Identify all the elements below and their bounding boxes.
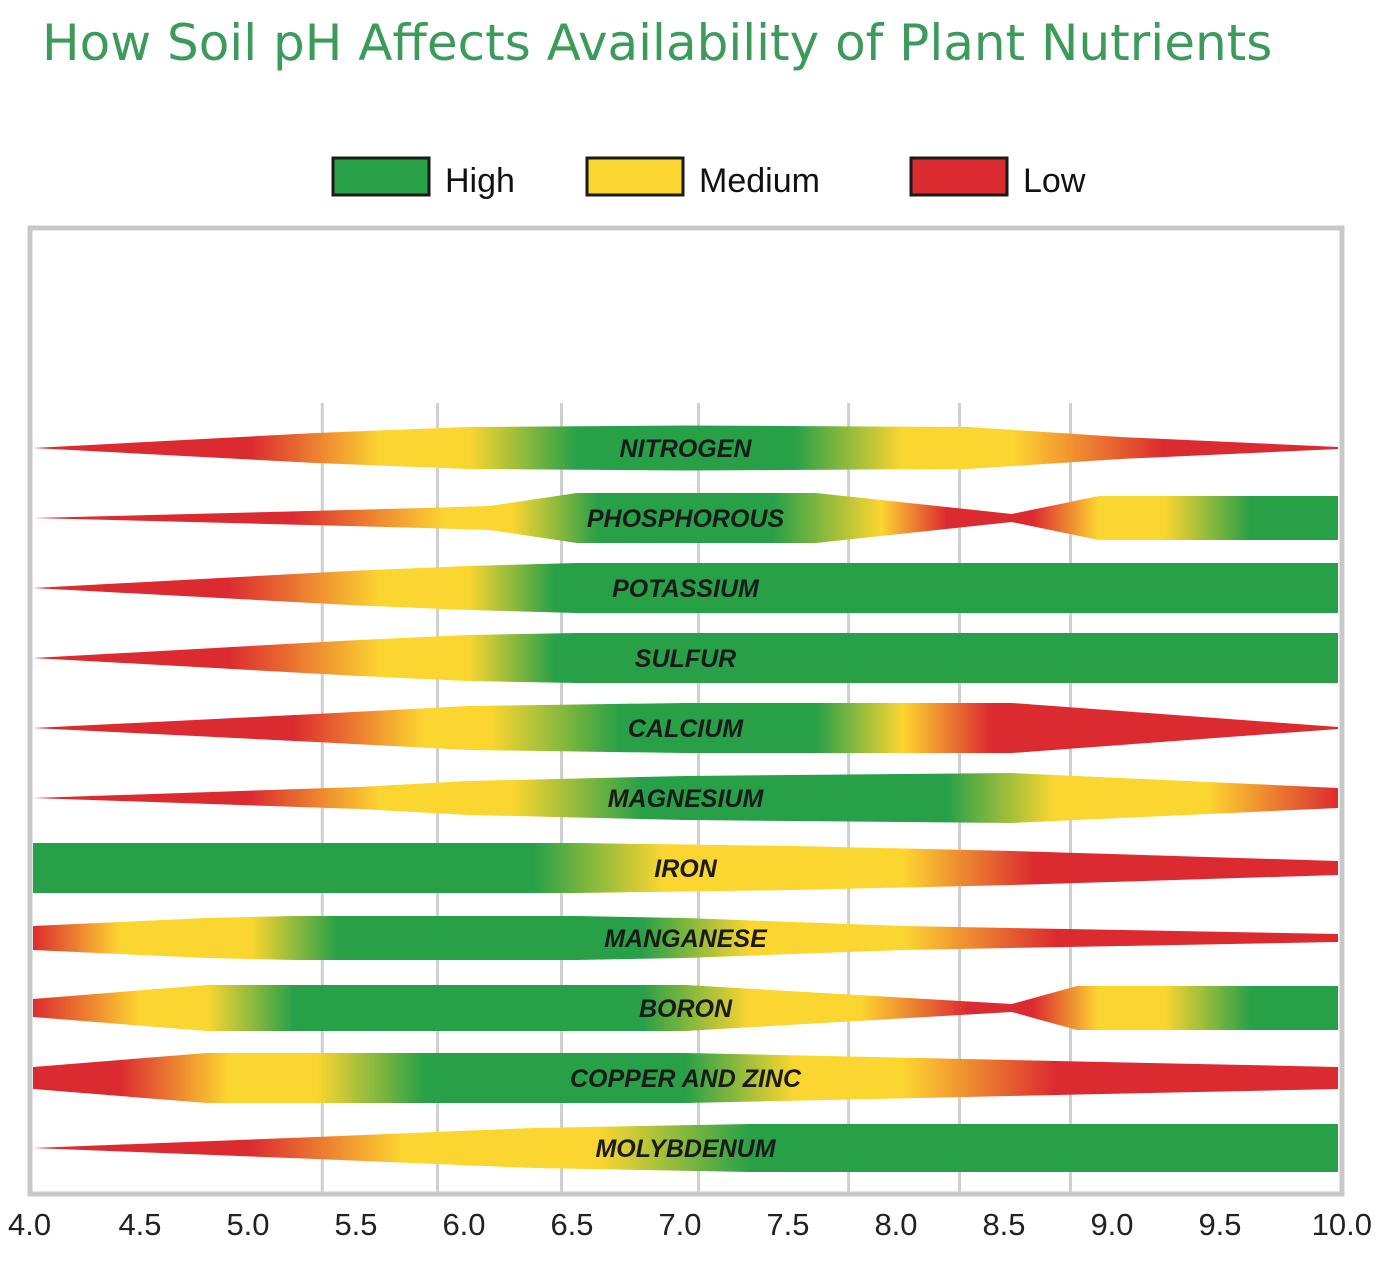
band-shape [33, 563, 1338, 613]
band-label: MAGNESIUM [608, 785, 765, 813]
x-tick-label: 6.5 [550, 1207, 593, 1242]
legend-label: Low [1023, 162, 1086, 200]
legend-label: Medium [699, 162, 820, 200]
band-shape [33, 985, 1338, 1031]
band-shape [33, 633, 1338, 683]
x-tick-label: 5.5 [334, 1207, 377, 1242]
legend-item-high: High [331, 156, 515, 200]
band-shape [33, 773, 1338, 823]
x-axis-ticks: 4.0 4.5 5.0 5.5 6.0 6.5 7.0 7.5 8.0 8.5 9.0 9.5 10.0 [8, 1207, 1372, 1242]
band-shape [33, 703, 1338, 753]
nutrient-bands: NITROGEN PHOSPHOROUS POTASSIUM SULFUR CALCIU… [33, 425, 1338, 1172]
band-nitrogen: NITROGEN [33, 425, 1338, 471]
band-shape [33, 916, 1338, 960]
x-tick-label: 4.5 [118, 1207, 161, 1242]
band-label: CALCIUM [628, 715, 744, 743]
band-potassium: POTASSIUM [33, 563, 1338, 613]
legend-swatch-medium [585, 156, 685, 197]
band-label: NITROGEN [620, 435, 753, 463]
band-label: MOLYBDENUM [595, 1135, 776, 1163]
legend-item-medium: Medium [585, 156, 820, 200]
x-tick-label: 9.0 [1090, 1207, 1133, 1242]
x-tick-label: 6.0 [442, 1207, 485, 1242]
band-calcium: CALCIUM [33, 703, 1338, 753]
legend-swatch-low [909, 156, 1009, 197]
x-tick-label: 9.5 [1198, 1207, 1241, 1242]
band-shape [33, 425, 1338, 471]
band-label: MANGANESE [604, 925, 768, 953]
x-tick-label: 7.0 [658, 1207, 701, 1242]
x-tick-label: 5.0 [226, 1207, 269, 1242]
band-magnesium: MAGNESIUM [33, 773, 1338, 823]
band-shape [33, 493, 1338, 543]
band-shape [33, 1053, 1338, 1103]
band-boron: BORON [33, 985, 1338, 1031]
band-label: COPPER AND ZINC [570, 1065, 802, 1093]
band-sulfur: SULFUR [33, 633, 1338, 683]
x-tick-label: 8.0 [874, 1207, 917, 1242]
legend-item-low: Low [909, 156, 1086, 200]
band-phosphorous: PHOSPHOROUS [33, 493, 1338, 543]
legend-label: High [445, 162, 515, 200]
x-tick-label: 7.5 [766, 1207, 809, 1242]
x-tick-label: 10.0 [1312, 1207, 1372, 1242]
band-molybdenum: MOLYBDENUM [33, 1124, 1338, 1172]
band-label: BORON [639, 995, 733, 1023]
legend-swatch-high [331, 156, 431, 197]
band-manganese: MANGANESE [33, 916, 1338, 960]
chart-title: How Soil pH Affects Availability of Plan… [42, 14, 1273, 72]
band-label: POTASSIUM [612, 575, 760, 603]
legend: High Medium Low [331, 156, 1086, 200]
x-tick-label: 8.5 [982, 1207, 1025, 1242]
band-label: IRON [654, 855, 717, 883]
x-tick-label: 4.0 [8, 1207, 51, 1242]
band-label: SULFUR [635, 645, 736, 673]
band-shape [33, 1124, 1338, 1172]
band-copper-and-zinc: COPPER AND ZINC [33, 1053, 1338, 1103]
band-label: PHOSPHOROUS [587, 505, 785, 533]
band-shape [33, 843, 1338, 893]
band-iron: IRON [33, 843, 1338, 893]
